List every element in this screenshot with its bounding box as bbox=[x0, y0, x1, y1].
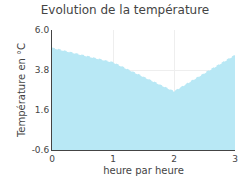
svg-text:-0.6: -0.6 bbox=[32, 145, 50, 155]
svg-text:Température en °C: Température en °C bbox=[16, 43, 27, 138]
svg-text:0: 0 bbox=[49, 154, 55, 164]
svg-text:3.8: 3.8 bbox=[35, 65, 50, 75]
svg-text:1.6: 1.6 bbox=[35, 105, 50, 115]
svg-text:2: 2 bbox=[171, 154, 177, 164]
svg-text:1: 1 bbox=[110, 154, 116, 164]
svg-text:3: 3 bbox=[232, 154, 238, 164]
svg-text:6.0: 6.0 bbox=[35, 25, 50, 35]
svg-text:heure par heure: heure par heure bbox=[103, 165, 184, 176]
svg-text:Evolution de la température: Evolution de la température bbox=[41, 3, 210, 17]
